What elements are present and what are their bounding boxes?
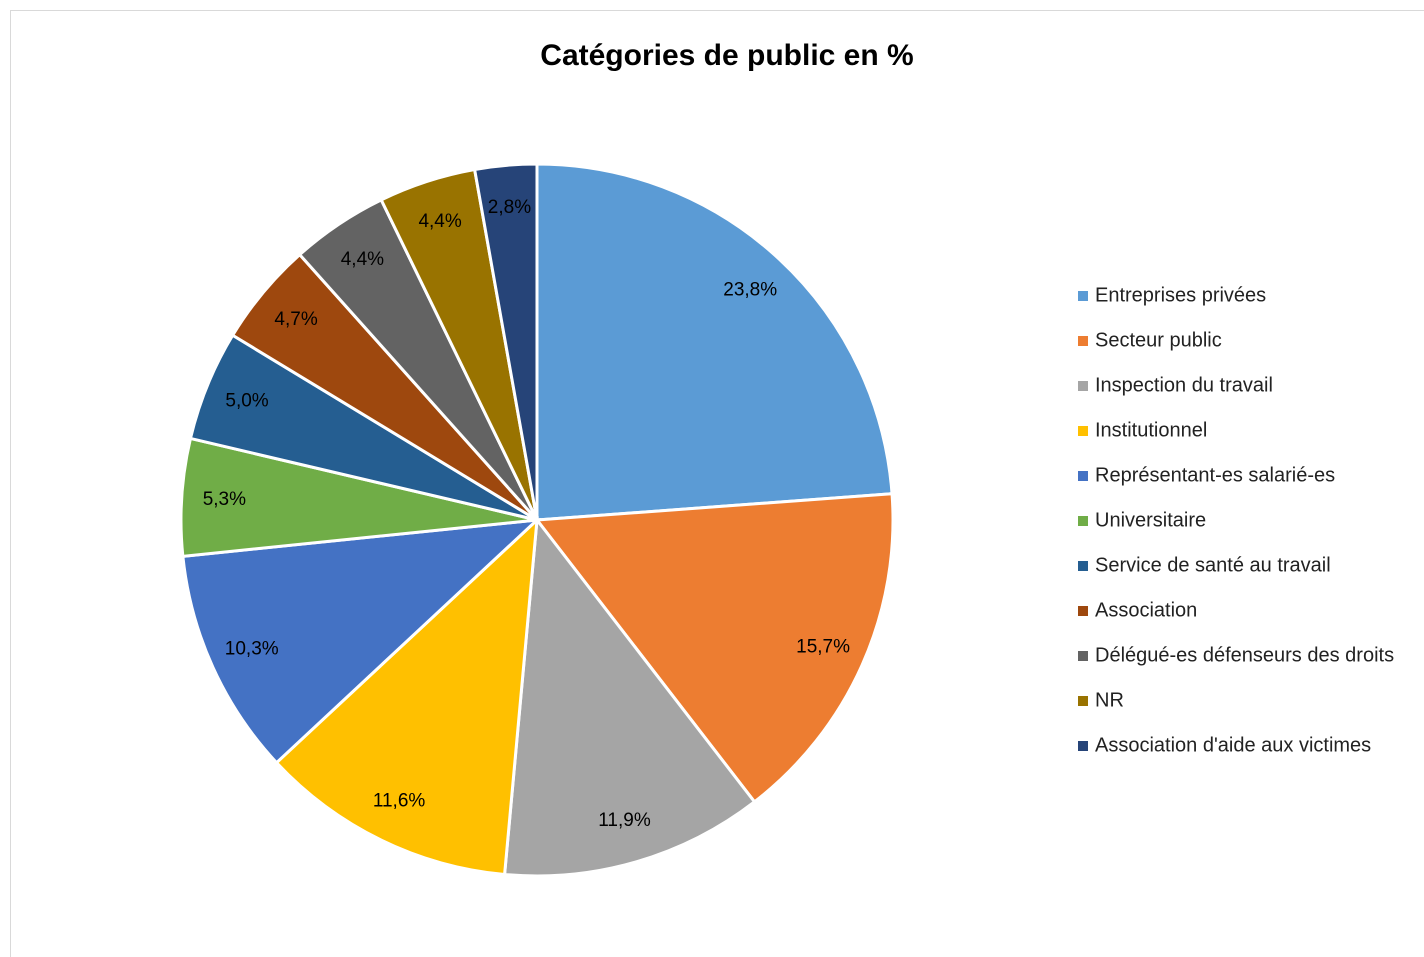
legend-label: Secteur public: [1095, 329, 1222, 351]
data-label: 2,8%: [488, 197, 531, 218]
legend-swatch: [1078, 426, 1088, 436]
legend-swatch: [1078, 561, 1088, 571]
legend-swatch: [1078, 516, 1088, 526]
legend-swatch: [1078, 606, 1088, 616]
pie-slice: [534, 492, 895, 804]
legend-label: Universitaire: [1095, 509, 1206, 531]
legend-label: NR: [1095, 689, 1124, 711]
data-label: 5,0%: [225, 390, 268, 411]
data-label: 4,4%: [341, 249, 384, 270]
pie-slice: [502, 516, 757, 878]
legend-label: Association d'aide aux victimes: [1095, 734, 1371, 756]
legend-swatch: [1078, 696, 1088, 706]
pie-slice: [181, 518, 542, 765]
legend-swatch: [1078, 471, 1088, 481]
data-label: 11,9%: [598, 810, 651, 831]
data-label: 5,3%: [203, 489, 246, 510]
pie-slice: [535, 162, 894, 522]
data-label: 11,6%: [373, 790, 426, 811]
legend-swatch: [1078, 651, 1088, 661]
legend-label: Délégué-es défenseurs des droits: [1095, 644, 1394, 666]
legend-label: Service de santé au travail: [1095, 554, 1331, 576]
legend-swatch: [1078, 741, 1088, 751]
chart-title: Catégories de public en %: [540, 39, 913, 72]
pie-slice: [472, 162, 539, 521]
pie-slice: [274, 516, 539, 877]
legend-swatch: [1078, 291, 1088, 301]
legend-label: Représentant-es salarié-es: [1095, 464, 1335, 486]
data-label: 15,7%: [796, 637, 850, 658]
data-label: 4,4%: [418, 211, 461, 232]
legend-swatch: [1078, 336, 1088, 346]
data-label: 23,8%: [723, 279, 777, 300]
legend-swatch: [1078, 381, 1088, 391]
legend-label: Entreprises privées: [1095, 284, 1266, 306]
data-label: 10,3%: [225, 639, 279, 660]
legend-label: Institutionnel: [1095, 419, 1207, 441]
legend-label: Association: [1095, 599, 1197, 621]
data-label: 4,7%: [274, 309, 317, 330]
legend-label: Inspection du travail: [1095, 374, 1273, 396]
